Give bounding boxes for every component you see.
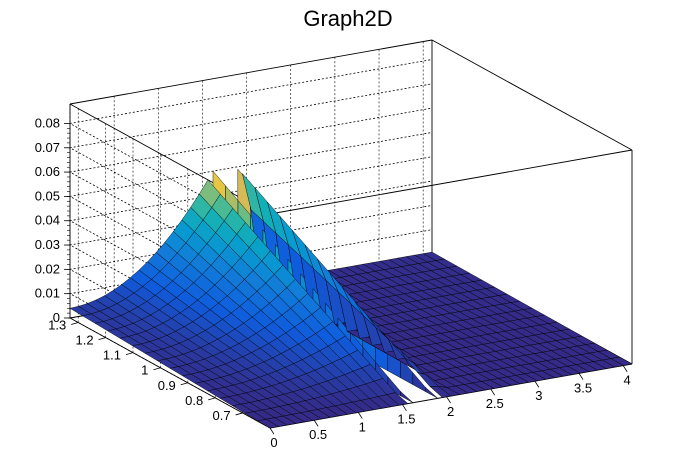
x-tick [313,419,319,427]
x-tick [490,388,496,396]
tick-layer: 00.511.522.533.540.70.80.911.11.21.300.0… [35,115,631,450]
x-tick [534,380,540,388]
y-tick [125,352,134,356]
frame-edge [269,149,633,215]
y-tick-label: 1 [141,363,148,378]
x-tick [622,365,628,372]
frame-edge [431,39,633,151]
x-tick-label: 3 [535,388,542,403]
y-tick [71,322,79,325]
x-tick-label: 3.5 [574,380,592,395]
x-tick [402,404,407,412]
z-tick-label: 0.02 [35,261,60,276]
frame-edge [69,103,271,215]
y-tick-label: 1.1 [103,348,121,363]
y-tick [208,397,216,401]
x-tick [357,412,363,419]
y-tick-label: 1.3 [48,318,66,333]
y-tick-label: 0.7 [213,408,231,423]
x-tick [578,373,584,380]
y-tick [180,382,188,386]
z-tick-label: 0.03 [35,237,60,252]
surface-facet [386,392,409,406]
z-tick-label: 0.08 [35,115,60,130]
y-tick [235,412,243,416]
surface-facet [425,386,438,399]
x-tick [446,396,451,404]
y-tick-label: 0.8 [185,393,203,408]
x-tick-label: 4 [624,373,631,388]
x-tick-label: 0 [270,435,277,450]
z-tick-label: 0.05 [35,188,60,203]
chart-title: Graph2D [303,6,393,31]
y-tick [98,337,106,340]
x-tick-label: 1 [359,419,366,434]
x-tick [269,427,275,435]
z-tick-label: 0.06 [35,164,60,179]
surface-facet [610,356,633,366]
surface-facet [400,390,414,403]
surface-layer [69,168,633,429]
z-tick-label: 0.01 [35,286,60,301]
x-tick-label: 0.5 [309,427,327,442]
y-tick [153,367,161,371]
x-tick-label: 2 [447,404,454,419]
x-tick-label: 2.5 [486,396,504,411]
z-tick-label: 0.04 [35,213,60,228]
y-tick-label: 1.2 [76,333,94,348]
y-tick-label: 0.9 [158,378,176,393]
z-tick-label: 0.07 [35,140,60,155]
z-tick-label: 0 [53,310,60,325]
x-tick-label: 1.5 [397,412,415,427]
frame-edge [69,317,271,429]
frame-edge [69,39,433,105]
